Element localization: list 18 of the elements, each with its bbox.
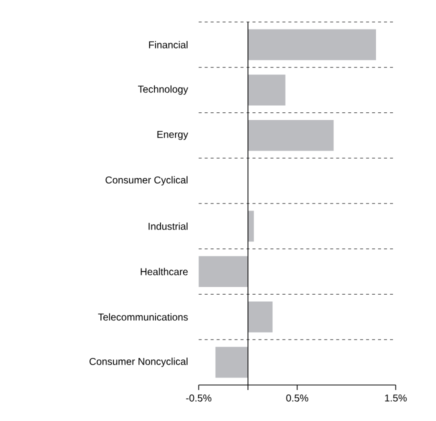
bar xyxy=(248,74,286,106)
bar xyxy=(248,210,254,242)
y-tick-label: Telecommunications xyxy=(98,313,188,321)
y-tick-label: Technology xyxy=(138,85,188,95)
y-tick-label: Energy xyxy=(157,130,188,140)
x-tick-label: -0.5% xyxy=(186,394,212,402)
bar xyxy=(248,302,273,332)
bar xyxy=(198,256,248,287)
x-tick-label: 0.5% xyxy=(286,394,308,402)
y-tick-label: Consumer Noncyclical xyxy=(90,358,188,367)
y-tick-label: Financial xyxy=(149,41,188,48)
bar xyxy=(215,346,248,378)
bar xyxy=(248,29,376,60)
y-tick-label: Consumer Cyclical xyxy=(106,176,188,186)
y-tick-label: Industrial xyxy=(148,222,188,230)
x-tick-label: 1.5% xyxy=(385,394,407,402)
bar xyxy=(248,120,334,151)
y-tick-label: Healthcare xyxy=(140,268,188,276)
